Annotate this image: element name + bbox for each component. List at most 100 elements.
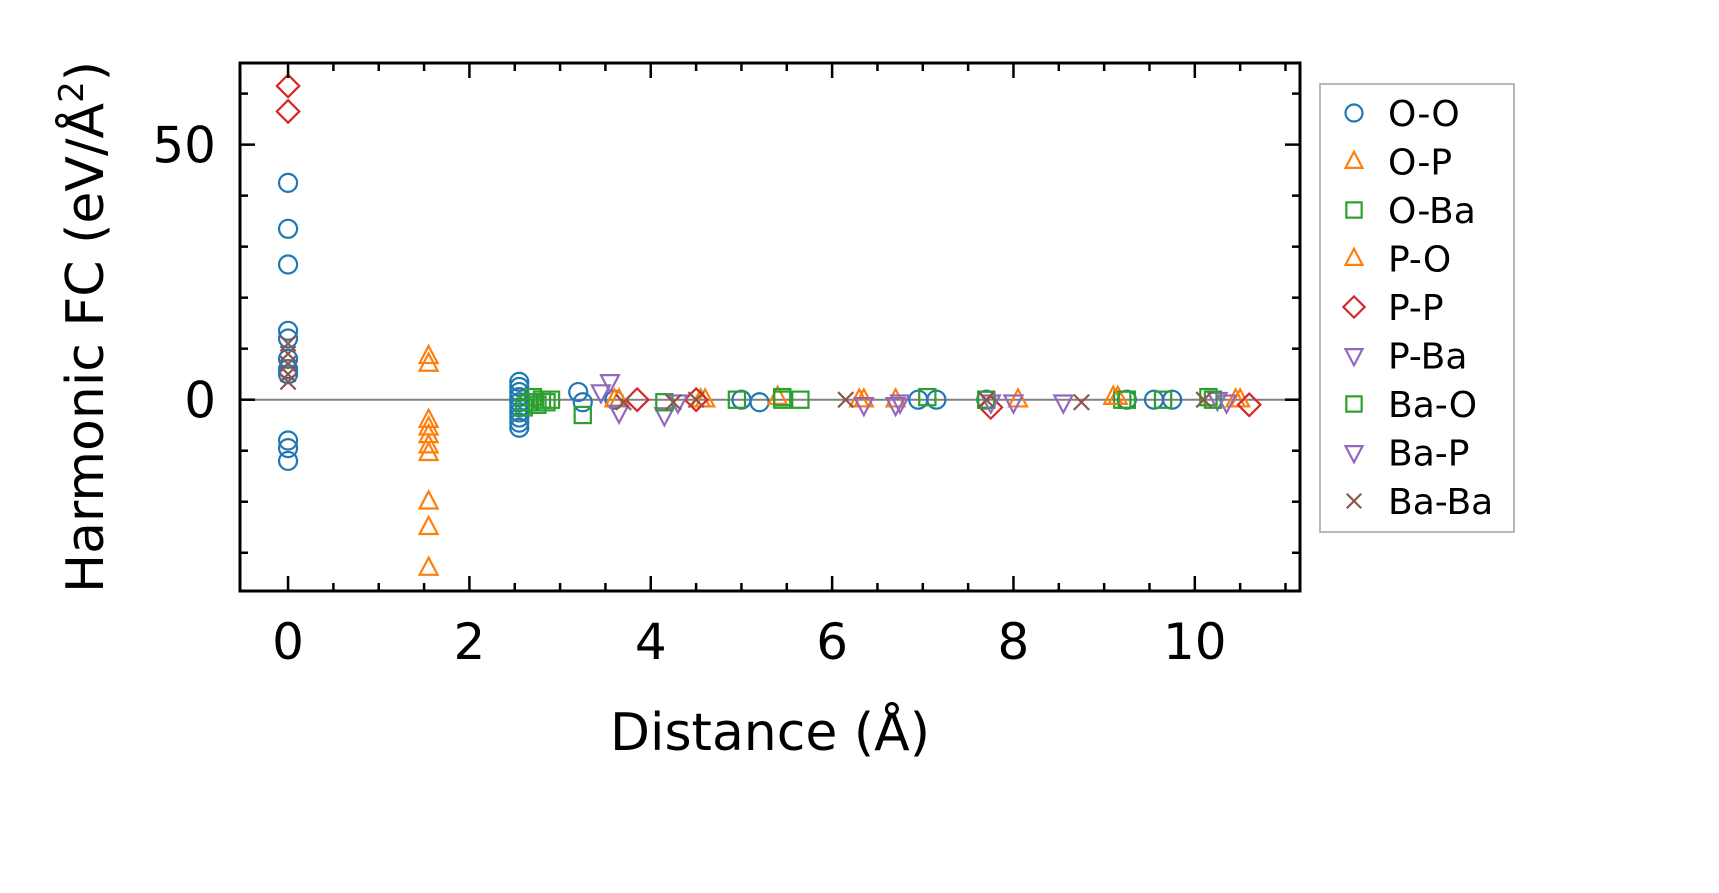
legend-item: Ba-P — [1343, 434, 1469, 475]
data-point — [977, 390, 996, 409]
legend-item: P-P — [1341, 288, 1444, 329]
data-point — [1002, 394, 1025, 415]
legend-marker — [1345, 201, 1363, 219]
legend-item: P-Ba — [1343, 337, 1467, 378]
x-tick-label: 6 — [816, 613, 848, 671]
y-axis-label-superscript: 2 — [52, 81, 92, 103]
data-point — [277, 450, 299, 472]
data-point — [683, 386, 709, 413]
data-point — [727, 390, 747, 409]
data-point — [791, 390, 810, 409]
data-point — [509, 412, 530, 433]
data-point — [1195, 391, 1213, 409]
legend-marker — [1343, 149, 1365, 169]
data-point — [572, 392, 593, 413]
legend-item: O-O — [1344, 94, 1460, 135]
legend-marker — [1343, 348, 1365, 368]
data-point — [279, 365, 297, 383]
data-point — [653, 407, 676, 428]
legend-label: O-P — [1388, 143, 1452, 184]
data-point — [541, 390, 561, 409]
data-point — [417, 440, 440, 462]
data-point — [277, 320, 299, 341]
legend-item: P-O — [1343, 240, 1451, 281]
legend-marker — [1341, 294, 1367, 320]
legend-marker — [1344, 103, 1364, 123]
legend-marker — [1345, 492, 1363, 510]
y-axis-label: Harmonic FC (eV/Å2) — [52, 61, 116, 593]
data-point — [687, 391, 705, 409]
data-point — [277, 254, 299, 275]
data-point — [918, 387, 937, 407]
data-point — [275, 73, 301, 99]
data-point — [599, 373, 621, 395]
data-point — [277, 430, 299, 451]
legend-item: Ba-O — [1345, 385, 1477, 426]
legend: O-O O-P O-Ba P-O P-P P-Ba Ba-O Ba-P Ba-Ba — [1319, 83, 1515, 533]
y-axis-label-close: ) — [56, 61, 116, 81]
data-point — [568, 381, 589, 403]
legend-marker — [1345, 395, 1363, 413]
data-point — [590, 384, 612, 405]
data-point — [853, 396, 875, 418]
legend-item: O-Ba — [1345, 191, 1476, 232]
legend-label: P-Ba — [1388, 337, 1467, 378]
data-point — [277, 438, 299, 459]
legend-item: O-P — [1343, 143, 1452, 184]
legend-marker — [1343, 246, 1365, 266]
data-point — [417, 555, 440, 576]
data-point — [417, 351, 440, 372]
axis-ticks — [240, 63, 1300, 591]
data-point — [1052, 394, 1075, 415]
y-tick-label: 50 — [152, 117, 216, 175]
data-point — [277, 218, 299, 239]
data-point — [417, 343, 440, 365]
legend-label: Ba-Ba — [1388, 482, 1493, 523]
data-point — [884, 396, 907, 418]
data-point — [615, 393, 632, 411]
legend-label: Ba-P — [1388, 434, 1469, 475]
data-point — [1236, 391, 1263, 418]
legend-item: Ba-Ba — [1345, 482, 1493, 523]
y-tick-label: 0 — [184, 372, 216, 430]
data-point — [417, 489, 440, 510]
data-point — [277, 348, 299, 369]
legend-marker — [1343, 445, 1365, 465]
data-point — [573, 405, 592, 425]
data-point — [509, 371, 530, 392]
legend-label: P-P — [1388, 288, 1444, 329]
legend-label: O-Ba — [1388, 191, 1476, 232]
data-point — [275, 98, 301, 125]
data-point — [1153, 390, 1173, 409]
axis-tick-labels: 0 2 4 6 8 10 0 50 — [152, 117, 1226, 671]
data-point — [1073, 393, 1090, 411]
data-point — [417, 432, 440, 454]
data-point — [773, 390, 792, 409]
legend-label: P-O — [1388, 240, 1451, 281]
data-point — [665, 393, 682, 411]
y-axis-label-main: Harmonic FC (eV/Å — [54, 102, 116, 593]
series-ba-ba — [279, 335, 1213, 411]
x-tick-label: 2 — [454, 613, 486, 671]
data-point — [277, 328, 299, 349]
data-point — [537, 393, 556, 412]
legend-label: Ba-O — [1388, 385, 1477, 426]
plot-frame — [238, 61, 1302, 593]
data-markers — [275, 73, 1263, 576]
data-point — [977, 391, 995, 409]
x-tick-label: 10 — [1163, 613, 1227, 671]
data-point — [277, 358, 299, 380]
data-point — [417, 514, 440, 536]
data-point — [509, 417, 530, 438]
data-point — [889, 394, 911, 415]
data-point — [277, 172, 299, 193]
legend-label: O-O — [1388, 94, 1460, 135]
data-point — [667, 394, 689, 415]
data-point — [837, 391, 855, 409]
data-point — [1117, 390, 1137, 409]
data-point — [1007, 386, 1029, 408]
data-point — [1215, 394, 1238, 415]
x-tick-label: 0 — [272, 613, 304, 671]
x-axis-label: Distance (Å) — [610, 701, 930, 763]
